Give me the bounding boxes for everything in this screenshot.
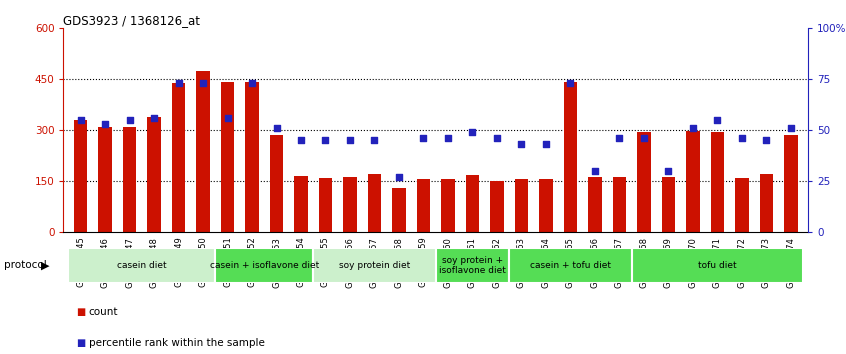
Text: ■: ■ [76,307,85,316]
Point [74,117,87,123]
Point [319,137,332,143]
Bar [215,248,313,283]
Text: tofu diet: tofu diet [698,261,737,270]
Bar [368,173,382,232]
Bar [294,176,308,232]
Bar [588,177,602,232]
Point [441,136,454,141]
Bar [436,248,509,283]
Bar [417,179,430,232]
Point [98,121,112,127]
Text: ▶: ▶ [41,261,49,270]
Point [539,142,552,147]
Point [637,136,651,141]
Point [343,137,357,143]
Bar [711,132,724,232]
Text: casein + isoflavone diet: casein + isoflavone diet [210,261,319,270]
Point [270,125,283,131]
Bar [69,248,215,283]
Bar [270,135,283,232]
Point [686,125,700,131]
Bar [123,127,136,232]
Point [784,125,798,131]
Text: percentile rank within the sample: percentile rank within the sample [89,338,265,348]
Point [196,80,210,86]
Bar [563,81,577,232]
Text: soy protein diet: soy protein diet [339,261,410,270]
Point [465,129,479,135]
Bar [172,82,185,232]
Bar [662,177,675,232]
Point [123,117,136,123]
Text: soy protein +
isoflavone diet: soy protein + isoflavone diet [439,256,506,275]
Bar [637,132,651,232]
Text: protocol: protocol [4,261,47,270]
Point [662,168,675,174]
Bar [74,120,87,232]
Bar [343,177,357,232]
Point [613,136,626,141]
Bar [221,81,234,232]
Bar [393,188,406,232]
Bar [465,175,479,232]
Point [245,80,259,86]
Bar [490,181,503,232]
Point [588,168,602,174]
Text: casein + tofu diet: casein + tofu diet [530,261,611,270]
Point [147,115,161,121]
Bar [245,81,259,232]
Point [490,136,503,141]
Bar [442,179,454,232]
Point [393,174,406,180]
Text: GDS3923 / 1368126_at: GDS3923 / 1368126_at [63,14,201,27]
Point [735,136,749,141]
Point [760,137,773,143]
Bar [539,179,552,232]
Point [368,137,382,143]
Text: casein diet: casein diet [117,261,167,270]
Point [294,137,308,143]
Bar [514,179,528,232]
Bar [313,248,436,283]
Point [514,142,528,147]
Point [563,80,577,86]
Point [172,80,185,86]
Bar [196,71,210,232]
Bar [98,127,112,232]
Bar [735,178,749,232]
Point [711,117,724,123]
Text: count: count [89,307,118,316]
Bar [147,116,161,232]
Bar [613,177,626,232]
Bar [686,131,700,232]
Point [417,136,431,141]
Bar [509,248,632,283]
Bar [784,135,798,232]
Text: ■: ■ [76,338,85,348]
Bar [760,173,773,232]
Bar [632,248,803,283]
Bar [319,178,332,232]
Point [221,115,234,121]
